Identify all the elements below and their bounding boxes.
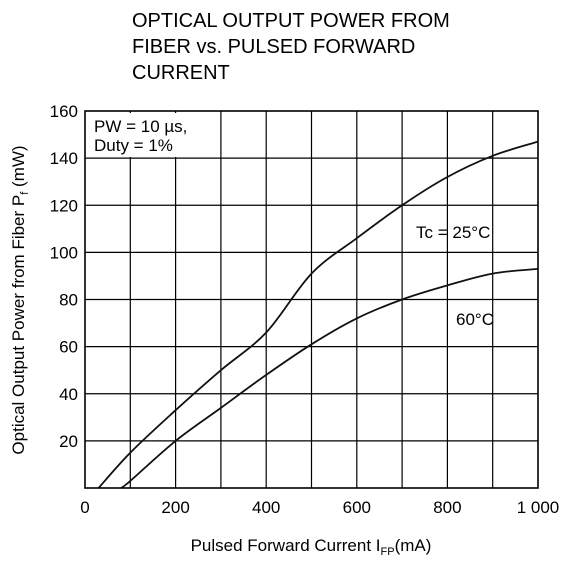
y-axis-label-unit: (mW) — [9, 145, 28, 191]
chart-title-line: OPTICAL OUTPUT POWER FROM — [132, 10, 450, 32]
test-conditions: PW = 10 µs,Duty = 1% — [94, 117, 187, 155]
x-tick-label: 1 000 — [517, 498, 560, 517]
series-line-1 — [120, 268, 539, 489]
y-tick-label: 60 — [59, 338, 78, 357]
y-axis-label: Optical Output Power from Fiber Pf (mW) — [9, 145, 31, 454]
x-tick-labels: 0 200 400 600 800 1 000 — [80, 498, 559, 517]
plot-frame — [84, 110, 539, 489]
y-tick-labels: 20 40 60 80 100 120 140 160 — [50, 102, 78, 451]
chart-title: OPTICAL OUTPUT POWER FROM FIBER vs. PULS… — [132, 8, 552, 86]
y-axis-label-subscript: f — [19, 191, 31, 195]
series-curves — [97, 140, 539, 489]
grid-lines — [85, 111, 538, 488]
y-tick-label: 100 — [50, 243, 78, 262]
x-tick-label: 0 — [80, 498, 89, 517]
x-tick-label: 400 — [252, 498, 280, 517]
x-axis-label-text: Pulsed Forward Current I — [191, 536, 381, 555]
x-axis-label-subscript: FP — [381, 546, 395, 558]
y-axis-label-text: Optical Output Power from Fiber P — [9, 195, 28, 455]
y-tick-label: 80 — [59, 291, 78, 310]
x-tick-label: 800 — [433, 498, 461, 517]
curve-label: Tc = 25°C — [416, 223, 490, 242]
y-tick-label: 20 — [59, 432, 78, 451]
chart-title-line: FIBER vs. PULSED FORWARD — [132, 36, 416, 58]
x-tick-label: 200 — [161, 498, 189, 517]
condition-text: Duty = 1% — [94, 136, 173, 155]
x-axis-label-unit: (mA) — [395, 536, 432, 555]
y-tick-label: 120 — [50, 196, 78, 215]
x-axis-label: Pulsed Forward Current IFP(mA) — [191, 536, 432, 558]
chart-title-line: CURRENT — [132, 62, 230, 84]
y-tick-label: 40 — [59, 385, 78, 404]
curve-labels: Tc = 25°C 60°C — [416, 223, 494, 329]
series-line-0 — [97, 140, 539, 489]
x-tick-label: 600 — [343, 498, 371, 517]
condition-text: PW = 10 µs, — [94, 117, 187, 136]
curve-label: 60°C — [456, 310, 494, 329]
y-tick-label: 160 — [50, 102, 78, 121]
y-tick-label: 140 — [50, 149, 78, 168]
conditions-box — [87, 113, 212, 157]
